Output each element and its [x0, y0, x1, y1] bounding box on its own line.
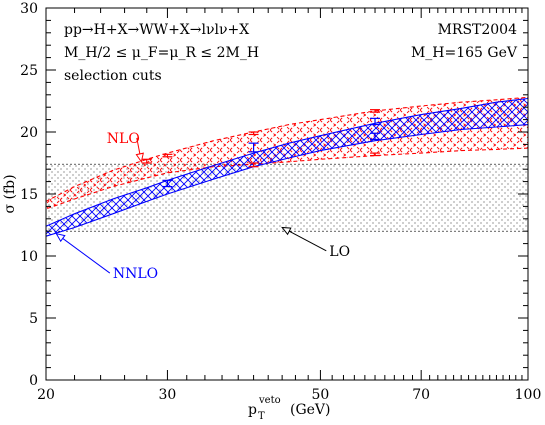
- x-tick-label: 30: [159, 387, 177, 403]
- nnlo-error-bar: [370, 117, 381, 126]
- nnlo-band: [46, 98, 528, 237]
- lo-label: LO: [329, 244, 350, 260]
- x-axis-label-unit: (GeV): [290, 402, 331, 418]
- lo-label-group: LO: [281, 226, 350, 260]
- y-tick-label: 0: [29, 373, 38, 389]
- y-axis-title: σ (fb): [2, 174, 18, 213]
- nnlo-label: NNLO: [113, 266, 158, 282]
- error-bars-layer: [141, 109, 381, 188]
- x-tick-label: 50: [311, 387, 329, 403]
- nnlo-band-lower-edge: [45, 124, 529, 237]
- nnlo-arrow-line: [56, 233, 111, 274]
- x-tick-label: 70: [412, 387, 430, 403]
- mass-annotation: M_H=165 GeV: [411, 45, 518, 61]
- nnlo-label-group: NNLO: [55, 232, 158, 282]
- nnlo-error-bar: [370, 132, 381, 141]
- x-axis-title: p T veto (GeV): [248, 395, 331, 422]
- x-axis-label-sup: veto: [258, 395, 281, 406]
- y-tick-label: 25: [20, 63, 38, 79]
- nlo-band-lower-edge: [45, 147, 529, 210]
- nnlo-band-upper-edge: [45, 97, 529, 227]
- nlo-error-bar: [370, 152, 381, 157]
- nnlo-arrow-head: [55, 232, 66, 243]
- nlo-error-bar: [370, 109, 381, 113]
- annotation-block-right: MRST2004 M_H=165 GeV: [411, 22, 518, 61]
- x-tick-label: 20: [37, 387, 55, 403]
- y-tick-label: 20: [20, 125, 38, 141]
- y-tick-label: 10: [20, 249, 38, 265]
- nnlo-error-bar: [162, 179, 173, 188]
- nlo-error-bar: [248, 131, 259, 136]
- series-labels-layer: NLO NNLO LO: [55, 131, 350, 282]
- y-axis-label: σ (fb): [2, 174, 18, 213]
- pdf-annotation: MRST2004: [438, 22, 518, 38]
- bands-layer: [45, 96, 529, 237]
- y-tick-label: 30: [20, 1, 38, 17]
- nlo-error-bar: [162, 153, 173, 158]
- nlo-band-upper-edge: [45, 96, 529, 202]
- cuts-annotation: selection cuts: [64, 68, 162, 84]
- x-tick-label: 100: [515, 387, 542, 403]
- annotation-block-left: pp→H+X→WW+X→lνlν+X M_H/2 ≤ μ_F=μ_R ≤ 2M_…: [64, 22, 259, 84]
- nlo-arrow-head: [135, 152, 144, 163]
- nlo-error-bar: [141, 158, 152, 164]
- ticks-layer: 0 5 10 15 20 25 30 20 30 50 70 100: [20, 1, 541, 403]
- y-tick-label: 5: [29, 311, 38, 327]
- scale-annotation: M_H/2 ≤ μ_F=μ_R ≤ 2M_H: [64, 45, 259, 61]
- x-axis-label-sub: T: [258, 411, 265, 422]
- nlo-error-bar: [248, 162, 259, 168]
- nlo-label-group: NLO: [107, 131, 144, 163]
- y-tick-label: 15: [20, 187, 38, 203]
- lo-arrow-head: [281, 226, 292, 236]
- x-axis-label: p: [248, 402, 257, 418]
- process-annotation: pp→H+X→WW+X→lνlν+X: [64, 22, 249, 38]
- nlo-label: NLO: [107, 131, 140, 147]
- nnlo-error-bar: [248, 142, 259, 153]
